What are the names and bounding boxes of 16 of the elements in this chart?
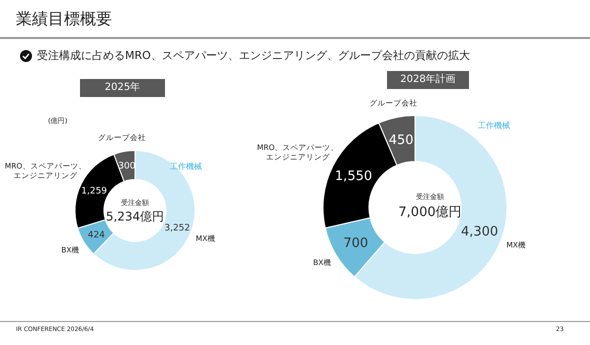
text: 受注構成に占めるMRO、スペアパーツ、エンジニアリング、グループ会社の貢献の拡大 [37, 48, 470, 63]
data-label: 424 [88, 230, 106, 240]
text: 業績目標概要 [16, 9, 112, 30]
data-label: 1,550 [334, 169, 372, 184]
text: 工作機械 [478, 120, 510, 131]
data-label: 450 [388, 132, 414, 148]
text: 7,000億円 [398, 204, 462, 221]
data-label: 4,300 [460, 224, 498, 240]
text: 5,234億円 [106, 208, 164, 226]
text: 工作機械 [170, 161, 202, 172]
data-label: 1,259 [81, 186, 108, 196]
chart-title: 2028年計画 [387, 71, 469, 89]
data-label: 700 [343, 236, 368, 251]
data-label: 300 [118, 162, 136, 172]
chart-title: 2025年 [80, 79, 165, 97]
data-label: 3,252 [164, 223, 190, 234]
